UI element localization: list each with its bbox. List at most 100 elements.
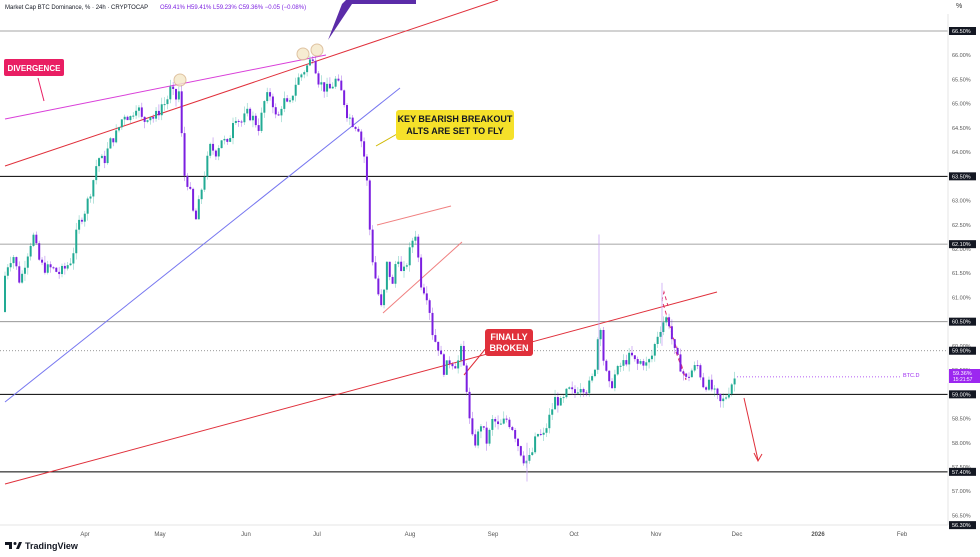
level-label: 59.90% bbox=[952, 349, 971, 355]
candle-body bbox=[514, 430, 517, 439]
candle-body bbox=[562, 397, 565, 399]
candle-body bbox=[465, 365, 468, 392]
candle-body bbox=[112, 138, 115, 143]
candle-body bbox=[9, 263, 12, 268]
candle-body bbox=[192, 188, 195, 211]
candle-body bbox=[556, 397, 559, 406]
candle-body bbox=[397, 261, 400, 265]
candle-body bbox=[405, 265, 408, 267]
candle-body bbox=[713, 388, 716, 390]
candle-body bbox=[83, 213, 86, 222]
candle-body bbox=[331, 86, 334, 89]
candle-body bbox=[394, 264, 397, 284]
ohlc-readout: O59.41% H59.41% L59.23% C59.36% −0.05 (−… bbox=[160, 5, 306, 11]
candle-body bbox=[531, 452, 534, 455]
candle-body bbox=[4, 275, 6, 312]
candle-body bbox=[354, 126, 357, 129]
candle-body bbox=[670, 326, 673, 340]
y-tick-label: 61.50% bbox=[952, 271, 971, 277]
x-axis-ticks: Apr May Jun Jul Aug Sep Oct Nov Dec 2026 Feb bbox=[80, 532, 908, 538]
level-label-bg bbox=[949, 467, 976, 476]
candle-body bbox=[554, 397, 557, 410]
candle-body bbox=[576, 392, 579, 394]
channel-top-line bbox=[376, 205, 452, 226]
candle-body bbox=[89, 196, 92, 199]
candle-body bbox=[311, 59, 314, 61]
candle-body bbox=[43, 262, 46, 273]
candle-body bbox=[705, 387, 708, 390]
y-tick-label: 64.50% bbox=[952, 126, 971, 132]
candle-body bbox=[283, 98, 286, 109]
candle-body bbox=[445, 360, 448, 375]
candle-body bbox=[58, 271, 61, 275]
divergence-pointer bbox=[37, 77, 45, 102]
finally-pointer bbox=[463, 346, 488, 376]
candle-body bbox=[320, 82, 323, 85]
x-tick-label: Jul bbox=[313, 532, 321, 538]
candle-body bbox=[32, 234, 35, 246]
candle-body bbox=[21, 273, 24, 283]
btc-value-bg bbox=[949, 369, 980, 383]
candle-body bbox=[727, 393, 730, 398]
candle-body bbox=[137, 107, 140, 111]
horizontal-levels bbox=[0, 30, 948, 473]
candle-body bbox=[488, 429, 491, 444]
candle-body bbox=[169, 86, 172, 100]
candle-body bbox=[269, 92, 272, 97]
y-tick-label: 61.00% bbox=[952, 295, 971, 301]
candle-body bbox=[183, 133, 186, 176]
candle-body bbox=[26, 256, 29, 268]
candle-body bbox=[232, 122, 234, 139]
candle-body bbox=[212, 143, 215, 151]
blue-trendline bbox=[4, 87, 401, 403]
candle-body bbox=[707, 379, 710, 390]
candle-body bbox=[257, 125, 260, 131]
candle-body bbox=[46, 264, 49, 273]
level-label: 57.40% bbox=[952, 470, 971, 476]
candle-body bbox=[240, 121, 243, 123]
candle-body bbox=[118, 127, 120, 131]
candle-body bbox=[508, 419, 511, 428]
candle-body bbox=[457, 360, 460, 369]
candle-body bbox=[645, 362, 648, 366]
candle-body bbox=[209, 143, 212, 156]
candle-body bbox=[716, 388, 719, 394]
candle-body bbox=[343, 90, 346, 106]
key-breakout-line2: ALTS ARE SET TO FLY bbox=[406, 126, 504, 136]
candle-body bbox=[249, 108, 252, 121]
candle-body bbox=[106, 148, 109, 164]
candle-body bbox=[650, 355, 653, 360]
candle-body bbox=[725, 397, 728, 399]
candle-body bbox=[648, 359, 651, 363]
candle-body bbox=[229, 138, 232, 142]
candle-body bbox=[220, 140, 223, 149]
candle-body bbox=[234, 120, 237, 123]
candle-body bbox=[468, 391, 471, 419]
candle-body bbox=[662, 322, 665, 332]
tradingview-logo[interactable]: TradingView bbox=[5, 541, 79, 551]
candle-body bbox=[431, 312, 434, 336]
candle-body bbox=[271, 96, 274, 108]
down-arrow-head bbox=[753, 452, 763, 463]
x-tick-label: Nov bbox=[651, 532, 662, 538]
divergence-circle-1 bbox=[173, 73, 187, 87]
candle-body bbox=[673, 339, 676, 348]
candle-body bbox=[425, 293, 428, 301]
candle-body bbox=[123, 116, 126, 120]
tradingview-logo-icon bbox=[5, 542, 12, 549]
candle-body bbox=[351, 117, 354, 127]
level-label-bg bbox=[949, 346, 976, 355]
candle-body bbox=[243, 113, 246, 123]
candle-body bbox=[166, 99, 169, 105]
candle-body bbox=[303, 72, 306, 75]
candle-body bbox=[582, 389, 585, 393]
candle-body bbox=[505, 418, 508, 420]
candle-body bbox=[656, 336, 659, 345]
y-tick-label: 62.50% bbox=[952, 223, 971, 229]
candle-body bbox=[639, 361, 642, 364]
candle-body bbox=[668, 317, 671, 327]
finally-line1: FINALLY bbox=[490, 332, 527, 342]
candle-body bbox=[49, 264, 52, 268]
level-label: 66.50% bbox=[952, 29, 971, 35]
